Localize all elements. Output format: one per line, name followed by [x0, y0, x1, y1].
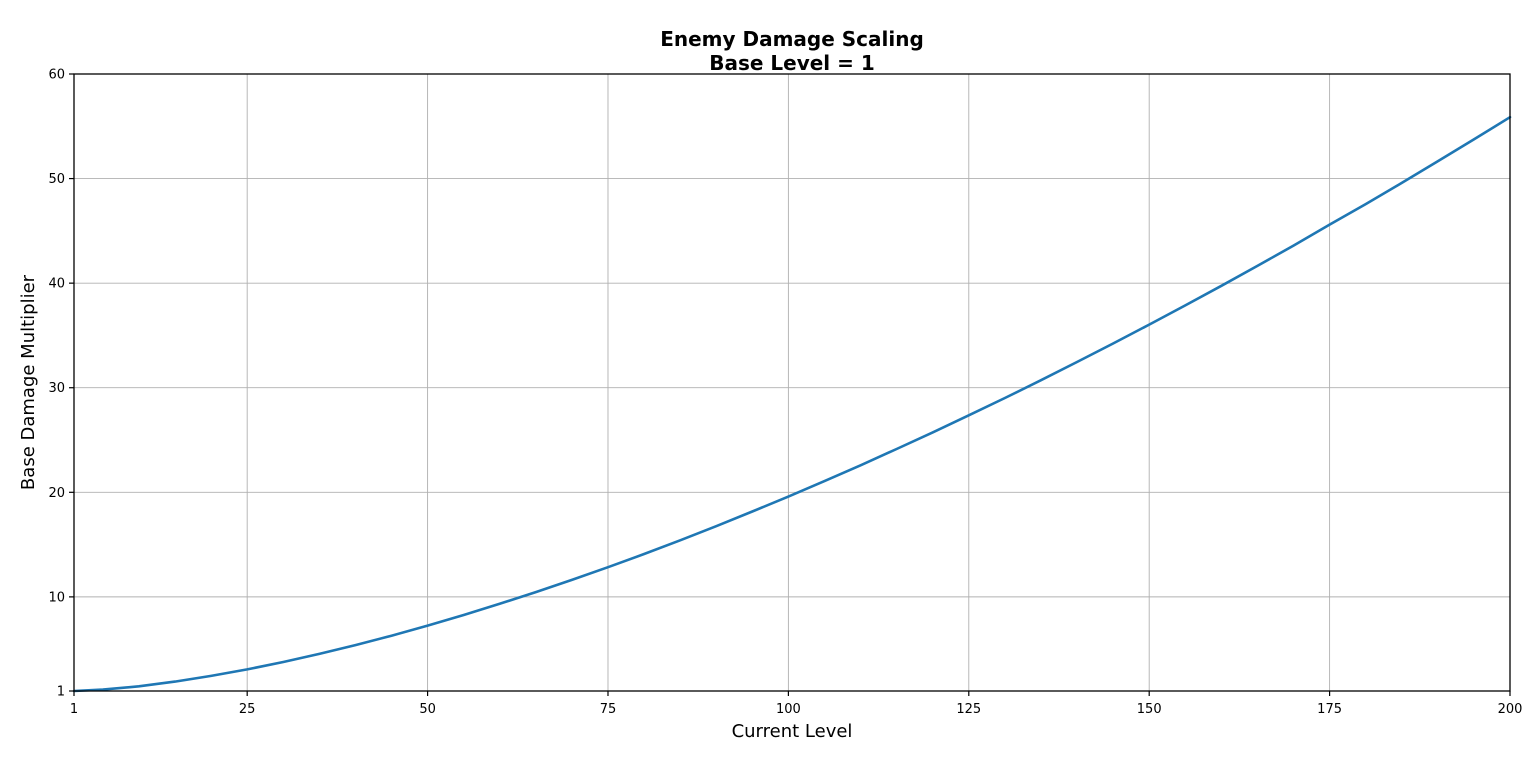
x-tick-label: 1 [70, 702, 78, 717]
y-tick-label: 40 [48, 277, 65, 292]
series [72, 115, 1512, 693]
y-tick-label: 1 [57, 685, 65, 700]
x-tick-label: 125 [956, 702, 981, 717]
plot-frame [73, 73, 1511, 692]
x-tick-label: 25 [239, 702, 256, 717]
axes-frame [73, 73, 1511, 692]
x-tick-label: 75 [600, 702, 617, 717]
y-tick-label: 60 [48, 68, 65, 83]
x-axis-label: Current Level [732, 721, 853, 742]
damage-curve [72, 115, 1512, 693]
ticks [69, 73, 1511, 696]
chart-title-line1: Enemy Damage Scaling [660, 27, 924, 51]
x-tick-label: 200 [1498, 702, 1523, 717]
y-tick-label: 50 [48, 172, 65, 187]
y-tick-label: 10 [48, 590, 65, 605]
y-tick-label: 30 [48, 381, 65, 396]
x-tick-label: 150 [1137, 702, 1162, 717]
grid [73, 73, 1511, 692]
x-tick-label: 175 [1317, 702, 1342, 717]
y-tick-label: 20 [48, 486, 65, 501]
y-axis-label: Base Damage Multiplier [18, 274, 39, 490]
chart-title-line2: Base Level = 1 [709, 51, 875, 75]
x-tick-label: 50 [419, 702, 436, 717]
x-tick-label: 100 [776, 702, 801, 717]
